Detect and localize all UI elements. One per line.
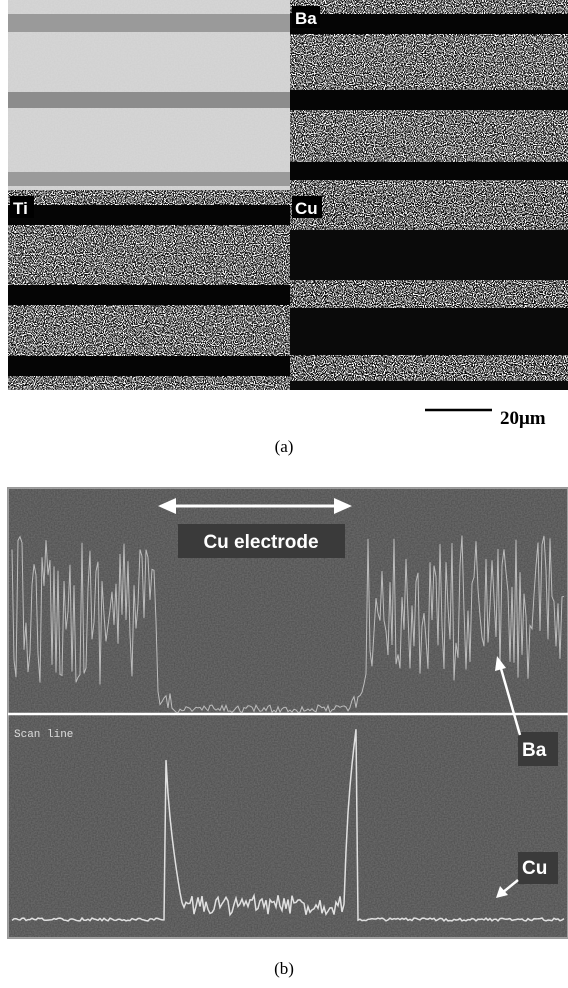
map-label: Ba	[295, 9, 317, 28]
ba-map: Ba	[290, 0, 568, 190]
ti-map: Ti	[8, 190, 290, 390]
cu-map: Cu	[290, 190, 568, 390]
cu-label: Cu	[522, 858, 547, 879]
scan-line-label: Scan line	[14, 729, 73, 741]
figure: Ba Ti Cu 20μm (a) Cu electrode Scan line…	[0, 0, 568, 988]
caption: (b)	[274, 959, 294, 978]
map-label: Ti	[13, 199, 28, 218]
map-label: Cu	[295, 199, 318, 218]
ba-label: Ba	[522, 740, 547, 761]
caption: (a)	[275, 437, 294, 456]
electrode-label: Cu electrode	[203, 532, 318, 553]
scale-label: 20μm	[500, 408, 546, 429]
sem-image	[8, 0, 290, 190]
